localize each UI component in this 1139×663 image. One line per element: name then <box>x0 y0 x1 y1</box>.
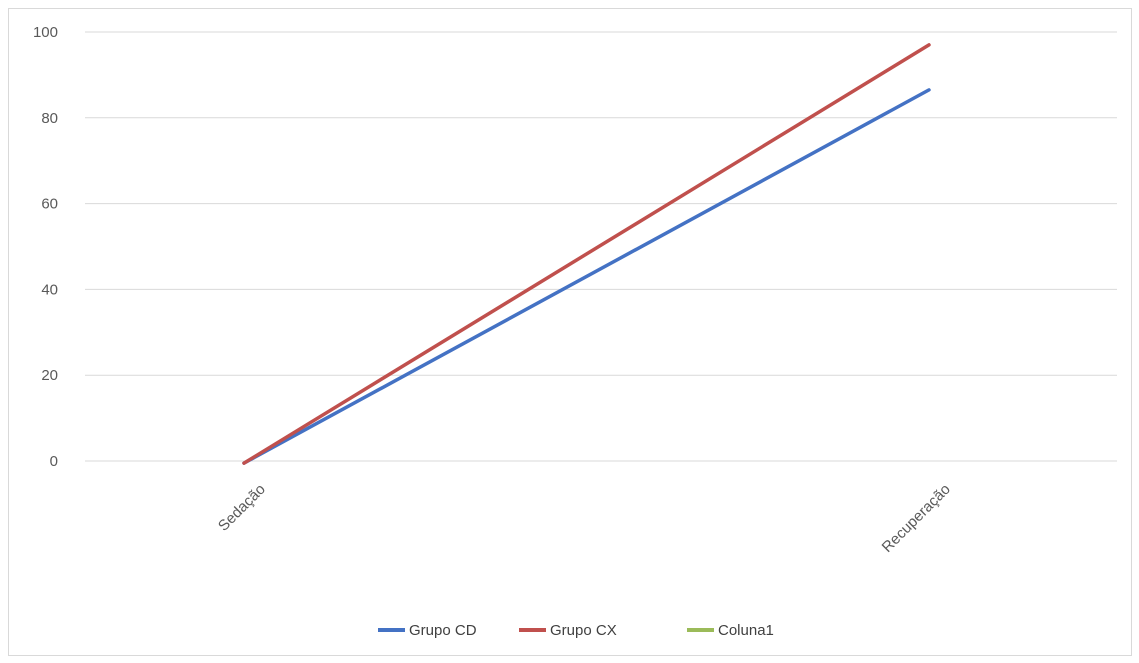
legend-label: Grupo CX <box>550 622 617 639</box>
legend-label: Grupo CD <box>409 622 477 639</box>
legend: Grupo CD Grupo CX Coluna1 <box>378 622 774 639</box>
y-tick-label: 20 <box>41 367 58 384</box>
chart-frame <box>8 8 1132 656</box>
x-axis-tick-labels: Sedação Recuperação <box>215 481 954 556</box>
x-tick-label: Recuperação <box>879 481 954 556</box>
series-line-0 <box>242 88 931 465</box>
y-tick-label: 0 <box>50 453 58 470</box>
y-tick-label: 40 <box>41 281 58 298</box>
x-tick-label: Sedação <box>215 481 269 535</box>
series-lines <box>242 43 931 465</box>
series-line-1 <box>242 43 931 465</box>
y-tick-label: 80 <box>41 110 58 127</box>
legend-label: Coluna1 <box>718 622 774 639</box>
y-tick-label: 60 <box>41 196 58 213</box>
y-tick-label: 100 <box>33 24 58 41</box>
y-axis-tick-labels: 0 20 40 60 80 100 <box>33 24 58 470</box>
gridlines <box>85 31 1117 462</box>
